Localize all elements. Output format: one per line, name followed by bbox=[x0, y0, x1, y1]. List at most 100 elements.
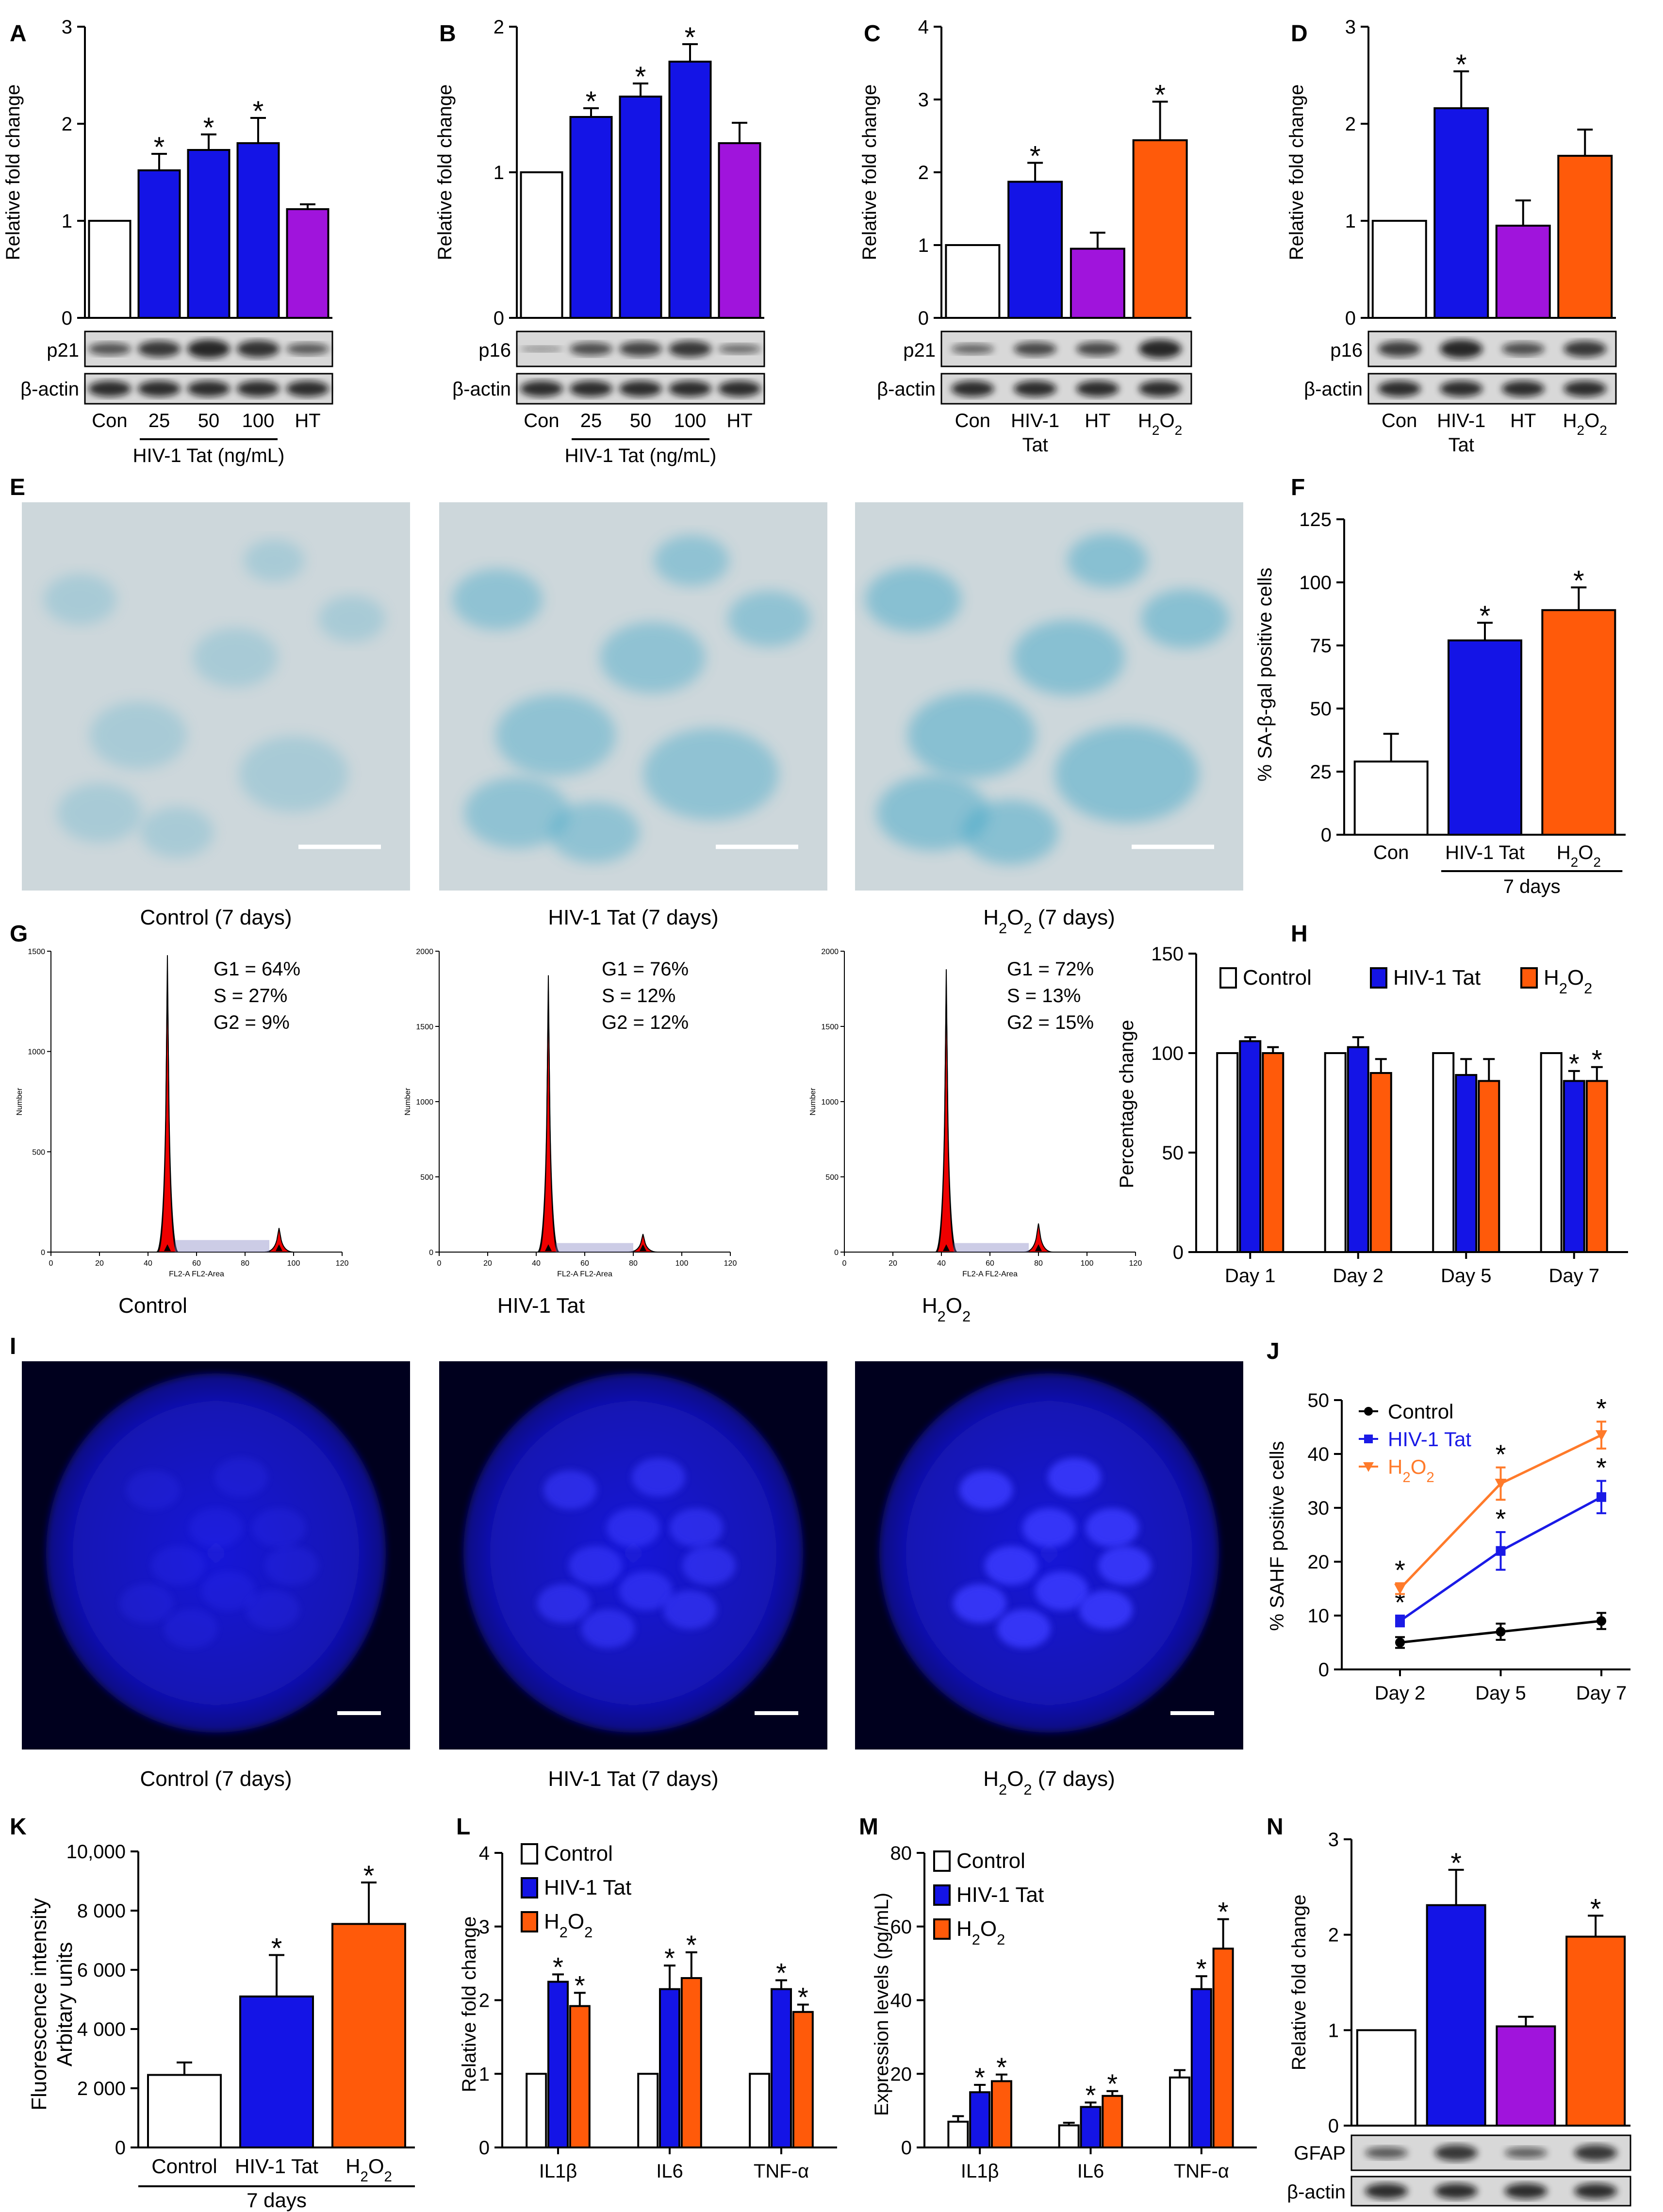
s-percent: S = 27% bbox=[214, 985, 287, 1007]
s-percent: S = 12% bbox=[602, 985, 675, 1007]
legend-swatch bbox=[933, 1918, 951, 1940]
h2o2-h: H bbox=[1557, 842, 1571, 863]
stained-cell bbox=[600, 622, 706, 693]
blot-actin-band bbox=[1440, 380, 1483, 397]
hist-x-tick-label: 20 bbox=[95, 1259, 104, 1268]
h2o2-sub-2: 2 bbox=[560, 1924, 568, 1941]
x-category-label: IL1β bbox=[961, 2161, 999, 2182]
significance-star: * bbox=[1107, 2068, 1118, 2099]
x-category-label: HIV-1 bbox=[1437, 410, 1485, 431]
g2-marker bbox=[1035, 1244, 1042, 1251]
data-point bbox=[1395, 1637, 1405, 1648]
bar-3 bbox=[236, 142, 280, 319]
blot-actin-band bbox=[187, 380, 230, 397]
blot-actin-band bbox=[1434, 2183, 1478, 2199]
hist-x-tick-label: 20 bbox=[483, 1259, 492, 1268]
stained-cell bbox=[1067, 533, 1148, 588]
y-tick-label: 0 bbox=[1318, 1659, 1329, 1681]
legend-label: HIV-1 Tat bbox=[1393, 966, 1481, 990]
blot-actin-band bbox=[619, 380, 662, 397]
blot-p21-band bbox=[187, 339, 230, 359]
blot-actin-band bbox=[1501, 380, 1545, 397]
bar-hiv-1-tat bbox=[1563, 1080, 1585, 1253]
y-tick-label: 0 bbox=[494, 308, 504, 329]
h2o2-h: H bbox=[1563, 410, 1577, 431]
y-tick-label: 3 bbox=[1345, 17, 1356, 38]
heterochromatin-focus bbox=[151, 1546, 205, 1585]
panel-letter-l: L bbox=[456, 1814, 470, 1840]
heterochromatin-focus bbox=[252, 1508, 306, 1547]
y-tick-label: 2 bbox=[479, 1990, 490, 2012]
hist-y-tick-label: 1500 bbox=[28, 948, 45, 956]
significance-star: * bbox=[1030, 141, 1041, 172]
histogram-caption: Control bbox=[118, 1294, 187, 1318]
hist-x-tick-label: 80 bbox=[241, 1259, 249, 1268]
nucleus-image-1 bbox=[439, 1361, 827, 1750]
x-category-label: TNF-α bbox=[1174, 2161, 1229, 2182]
h2o2-sub-2b: 2 bbox=[1584, 980, 1592, 997]
legend-label: Control bbox=[956, 1849, 1025, 1873]
heterochromatin-focus bbox=[607, 1508, 660, 1547]
hist-x-tick-label: 80 bbox=[629, 1259, 638, 1268]
y-axis-title: Relative fold change bbox=[1288, 1895, 1310, 2070]
x-category-label: Day 1 bbox=[1225, 1265, 1276, 1287]
y-tick-label: 2 bbox=[62, 114, 72, 135]
hist-y-tick-label: 1500 bbox=[821, 1023, 839, 1031]
bar-2 bbox=[1496, 2025, 1556, 2127]
y-tick-label: 0 bbox=[62, 308, 72, 329]
hist-y-title: Number bbox=[404, 1088, 412, 1116]
blot-p21-band bbox=[1076, 342, 1119, 356]
blot-actin-band bbox=[669, 380, 711, 397]
panel-letter-m: M bbox=[859, 1814, 878, 1840]
h2o2-h: H bbox=[1544, 966, 1559, 990]
stained-cell bbox=[244, 539, 305, 582]
bar-hiv-1-tat bbox=[1190, 1988, 1212, 2148]
s-phase-area bbox=[175, 1240, 269, 1252]
hist-x-tick-label: 20 bbox=[889, 1259, 897, 1268]
blot-p21-band bbox=[286, 343, 329, 355]
y-tick-label: 50 bbox=[1162, 1142, 1184, 1164]
heterochromatin-focus bbox=[663, 1590, 717, 1629]
h2o2-h: H bbox=[1388, 1455, 1402, 1478]
stained-cell bbox=[141, 807, 214, 858]
micrograph-0 bbox=[22, 502, 410, 891]
significance-star: * bbox=[553, 1951, 563, 1982]
hist-x-tick-label: 0 bbox=[49, 1259, 53, 1268]
bar-0 bbox=[945, 244, 1001, 319]
blot-label: p21 bbox=[47, 340, 79, 361]
h2o2-o: O bbox=[1160, 410, 1175, 431]
dapi-nucleus bbox=[879, 1373, 1219, 1733]
h2o2-o: O bbox=[1584, 410, 1599, 431]
heterochromatin-focus bbox=[581, 1609, 635, 1648]
y-tick-label: 40 bbox=[890, 1990, 912, 2012]
y-tick-label: 0 bbox=[115, 2137, 126, 2159]
bar-0 bbox=[1356, 2029, 1416, 2127]
hist-x-tick-label: 100 bbox=[1081, 1259, 1094, 1268]
significance-star: * bbox=[1573, 565, 1584, 596]
y-tick-label: 80 bbox=[890, 1843, 912, 1864]
y-tick-label: 4 000 bbox=[77, 2019, 126, 2040]
stained-cell bbox=[44, 574, 116, 625]
bar-control bbox=[1216, 1052, 1239, 1253]
heterochromatin-focus bbox=[1048, 1458, 1101, 1497]
heterochromatin-focus bbox=[265, 1546, 318, 1585]
g2-peak bbox=[1023, 1223, 1054, 1253]
heterochromatin-focus bbox=[214, 1458, 268, 1497]
bar-3 bbox=[1557, 155, 1613, 319]
panel-letter-b: B bbox=[439, 21, 456, 47]
blot-gfap-band bbox=[1434, 2145, 1478, 2161]
x-category-label: HIV-1 Tat bbox=[1445, 842, 1525, 863]
stained-cell bbox=[1054, 726, 1199, 823]
g1-peak bbox=[156, 970, 179, 1253]
x-category-label: HIV-1 Tat bbox=[235, 2155, 318, 2178]
legend-marker bbox=[1364, 1435, 1373, 1443]
h2o2-sub-2: 2 bbox=[1571, 855, 1579, 870]
y-tick-label: 4 bbox=[918, 17, 929, 38]
h2o2-sub-2b: 2 bbox=[1175, 423, 1183, 438]
bar-hiv-1-tat bbox=[1347, 1046, 1369, 1253]
blot-p21-band bbox=[138, 341, 181, 357]
heterochromatin-focus bbox=[246, 1590, 299, 1629]
bar-control bbox=[1324, 1052, 1347, 1253]
y-tick-label: 10,000 bbox=[66, 1841, 126, 1863]
heterochromatin-focus bbox=[1098, 1546, 1152, 1585]
